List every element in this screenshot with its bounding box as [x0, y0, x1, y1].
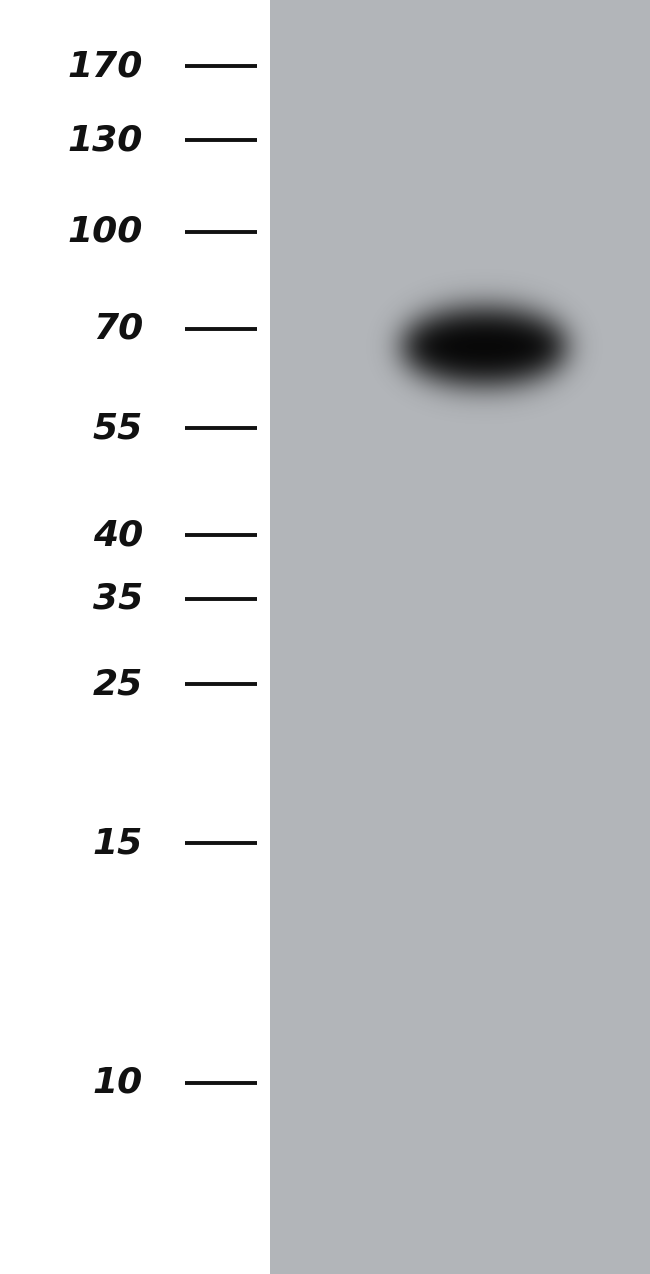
- Text: 170: 170: [68, 50, 143, 83]
- Text: 70: 70: [93, 312, 143, 345]
- Text: 130: 130: [68, 124, 143, 157]
- Text: 100: 100: [68, 215, 143, 248]
- Text: 55: 55: [93, 412, 143, 445]
- Text: 10: 10: [93, 1066, 143, 1099]
- Text: 35: 35: [93, 582, 143, 615]
- Bar: [270, 0, 650, 1274]
- Text: 15: 15: [93, 827, 143, 860]
- Text: 40: 40: [93, 519, 143, 552]
- Bar: [0, 0, 270, 1274]
- Text: 25: 25: [93, 668, 143, 701]
